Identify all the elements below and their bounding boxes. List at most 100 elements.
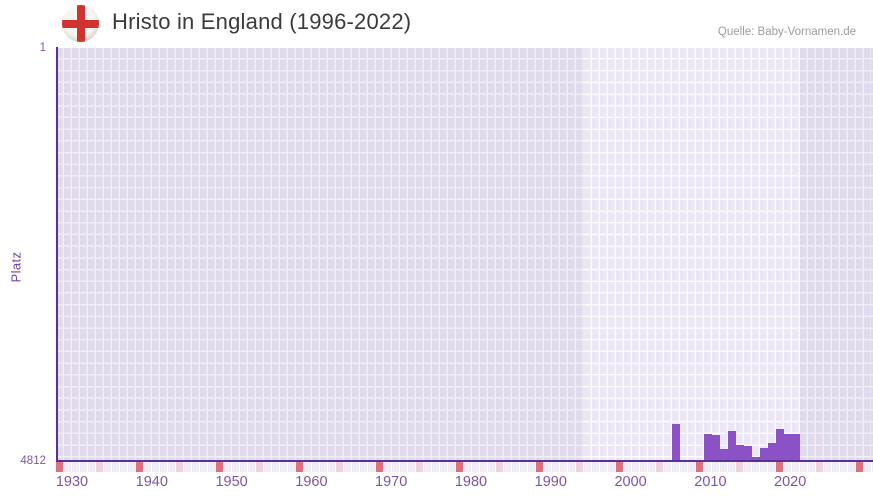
strip-cell — [504, 462, 511, 472]
strip-cell — [496, 462, 503, 472]
bar-2011 — [704, 434, 712, 460]
strip-cell — [568, 462, 575, 472]
strip-cell — [832, 462, 839, 472]
strip-cell — [136, 462, 143, 472]
timeline-strip — [56, 462, 873, 472]
strip-cell — [360, 462, 367, 472]
strip-cell — [480, 462, 487, 472]
x-tick-label-2010: 2010 — [694, 474, 727, 490]
strip-cell — [96, 462, 103, 472]
strip-cell — [216, 462, 223, 472]
strip-cell — [808, 462, 815, 472]
strip-cell — [184, 462, 191, 472]
strip-cell — [776, 462, 783, 472]
strip-cell — [512, 462, 519, 472]
strip-cell — [248, 462, 255, 472]
strip-cell — [336, 462, 343, 472]
strip-cell — [432, 462, 439, 472]
strip-cell — [384, 462, 391, 472]
x-tick-label-2020: 2020 — [774, 474, 807, 490]
strip-cell — [600, 462, 607, 472]
x-tick-label-1950: 1950 — [215, 474, 248, 490]
strip-cell — [656, 462, 663, 472]
bar-2015 — [736, 445, 744, 460]
strip-cell — [672, 462, 679, 472]
strip-cell — [664, 462, 671, 472]
x-tick-label-1980: 1980 — [454, 474, 488, 490]
strip-cell — [736, 462, 743, 472]
y-axis-label: Platz — [8, 251, 24, 283]
strip-cell — [632, 462, 639, 472]
strip-cell — [824, 462, 831, 472]
strip-cell — [176, 462, 183, 472]
flag-cross-horizontal — [62, 19, 99, 28]
x-tick-label-1970: 1970 — [375, 474, 408, 490]
strip-cell — [312, 462, 319, 472]
strip-cell — [816, 462, 823, 472]
strip-cell — [464, 462, 471, 472]
strip-cell — [104, 462, 111, 472]
strip-cell — [768, 462, 775, 472]
strip-cell — [712, 462, 719, 472]
strip-cell — [792, 462, 799, 472]
strip-cell — [856, 462, 863, 472]
y-tick-min: 1 — [39, 42, 46, 54]
strip-cell — [144, 462, 151, 472]
strip-cell — [296, 462, 303, 472]
strip-cell — [688, 462, 695, 472]
strip-cell — [560, 462, 567, 472]
strip-cell — [256, 462, 263, 472]
strip-cell — [80, 462, 87, 472]
strip-cell — [584, 462, 591, 472]
strip-cell — [760, 462, 767, 472]
strip-cell — [720, 462, 727, 472]
bar-2016 — [744, 446, 752, 460]
strip-cell — [64, 462, 71, 472]
strip-cell — [592, 462, 599, 472]
strip-cell — [280, 462, 287, 472]
strip-cell — [608, 462, 615, 472]
strip-cell — [544, 462, 551, 472]
strip-cell — [640, 462, 647, 472]
strip-cell — [616, 462, 623, 472]
strip-cell — [424, 462, 431, 472]
strip-cell — [288, 462, 295, 472]
strip-cell — [864, 462, 871, 472]
page-title: Hristo in England (1996-2022) — [112, 9, 412, 34]
strip-cell — [264, 462, 271, 472]
strip-cell — [520, 462, 527, 472]
strip-cell — [120, 462, 127, 472]
y-tick-max: 4812 — [20, 455, 46, 467]
strip-cell — [680, 462, 687, 472]
strip-cell — [800, 462, 807, 472]
strip-cell — [208, 462, 215, 472]
strip-cell — [576, 462, 583, 472]
strip-cell — [304, 462, 311, 472]
x-tick-label-1930: 1930 — [55, 474, 89, 490]
strip-cell — [408, 462, 415, 472]
strip-cell — [376, 462, 383, 472]
x-axis-line — [56, 460, 873, 462]
strip-cell — [728, 462, 735, 472]
strip-cell — [192, 462, 199, 472]
strip-cell — [440, 462, 447, 472]
strip-cell — [352, 462, 359, 472]
strip-cell — [400, 462, 407, 472]
strip-cell — [416, 462, 423, 472]
strip-cell — [72, 462, 79, 472]
strip-cell — [448, 462, 455, 472]
bar-2019 — [768, 442, 776, 460]
strip-cell — [200, 462, 207, 472]
strip-cell — [648, 462, 655, 472]
strip-cell — [152, 462, 159, 472]
strip-cell — [840, 462, 847, 472]
strip-cell — [784, 462, 791, 472]
bars-layer — [58, 48, 873, 460]
strip-cell — [696, 462, 703, 472]
strip-cell — [128, 462, 135, 472]
strip-cell — [848, 462, 855, 472]
strip-cell — [168, 462, 175, 472]
strip-cell — [320, 462, 327, 472]
bar-2018 — [760, 448, 768, 460]
